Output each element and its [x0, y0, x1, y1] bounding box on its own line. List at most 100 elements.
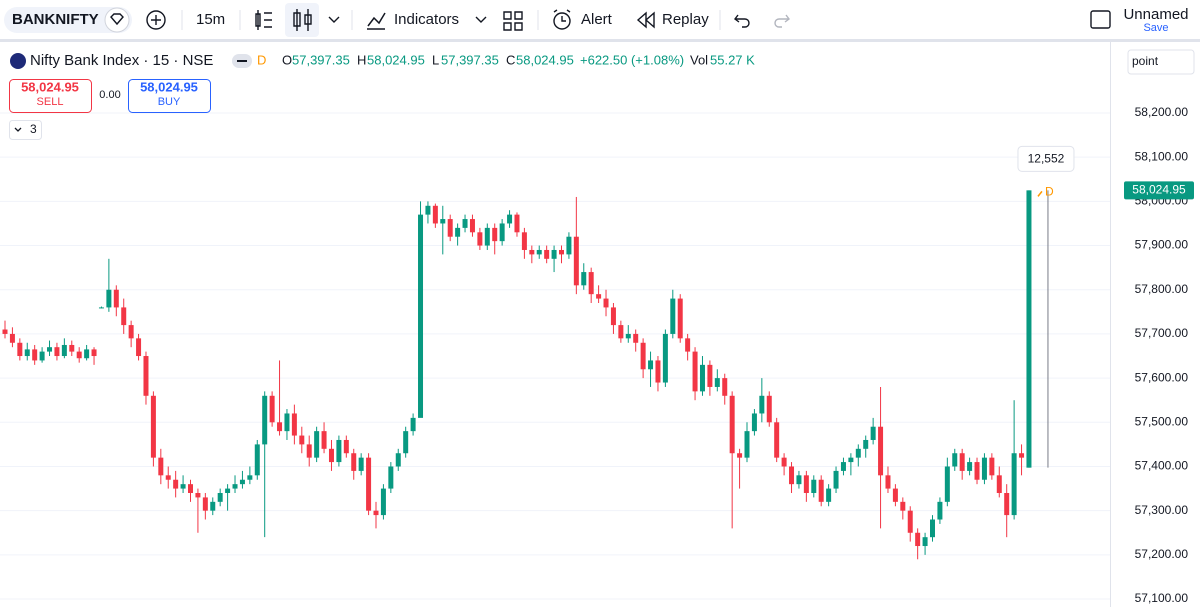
candle-body: [596, 294, 602, 299]
candle-body: [39, 351, 45, 361]
candle-body: [262, 395, 268, 445]
layout-name[interactable]: Unnamed: [1123, 6, 1188, 23]
candle-body: [484, 227, 490, 246]
candle-style-button[interactable]: [285, 3, 319, 37]
candle-body: [1019, 453, 1025, 458]
candle-body: [944, 466, 950, 502]
candle-body: [477, 232, 483, 246]
legend-flag: D: [257, 52, 266, 67]
bar-style-button[interactable]: [255, 10, 272, 30]
legend-c-label: C: [506, 52, 515, 67]
candle-body: [989, 457, 995, 476]
candle-body: [1026, 190, 1032, 468]
legend-toggle-icon: [237, 60, 247, 62]
scale-mode-box[interactable]: [1127, 49, 1195, 75]
candle-body: [559, 249, 564, 255]
candle-body: [217, 493, 223, 502]
candle-body: [573, 236, 579, 286]
candle-body: [796, 475, 802, 485]
candle-body: [863, 439, 869, 449]
candle-body: [418, 214, 424, 418]
indicator-count[interactable]: 3: [30, 122, 37, 136]
candle-body: [225, 488, 231, 493]
interval-button[interactable]: 15m: [196, 11, 225, 28]
candle-body: [670, 298, 676, 334]
symbol-pill[interactable]: [4, 7, 132, 33]
add-symbol-button[interactable]: [146, 10, 166, 30]
indicator-collapse[interactable]: [9, 120, 42, 140]
scale-mode[interactable]: point: [1132, 54, 1159, 68]
candle-body: [692, 351, 698, 392]
candle-body: [173, 479, 179, 489]
candle-body: [425, 205, 431, 215]
sell-label[interactable]: SELL: [37, 96, 64, 108]
price-tick-label: 58,100.00: [1135, 149, 1189, 163]
price-tick-label: 58,200.00: [1135, 105, 1189, 119]
candle-body: [180, 484, 186, 489]
candle-body: [551, 249, 557, 259]
last-price-label: 58,024.95: [1132, 183, 1186, 197]
candle-body: [840, 462, 846, 471]
candle-body: [351, 453, 357, 471]
symbol[interactable]: BANKNIFTY: [12, 11, 99, 28]
layout-icon[interactable]: [1090, 10, 1111, 29]
candle-body: [848, 457, 854, 463]
last-price-tag: [1124, 181, 1194, 200]
save-link[interactable]: Save: [1143, 22, 1168, 34]
event-marker: D: [1045, 185, 1054, 199]
indicators-button[interactable]: Indicators: [394, 11, 459, 28]
candle-body: [69, 344, 75, 352]
candle-body: [373, 510, 379, 516]
price-tick-label: 57,100.00: [1135, 591, 1189, 605]
indicators-dropdown[interactable]: [475, 16, 487, 23]
candle-body: [121, 307, 127, 326]
candle-body: [722, 378, 728, 396]
candle-body: [499, 223, 505, 242]
buy-button[interactable]: [128, 79, 211, 113]
candle-body: [91, 349, 97, 357]
candle-body: [959, 453, 965, 471]
candle-body: [232, 484, 238, 489]
candle-body: [24, 349, 30, 357]
candle-body: [640, 342, 646, 370]
candle-body: [106, 289, 112, 308]
candle-body: [981, 457, 987, 480]
candle-body: [878, 426, 884, 476]
sell-button[interactable]: [9, 79, 92, 113]
candle-body: [648, 360, 654, 370]
candle-body: [892, 488, 898, 502]
candle-body: [566, 236, 572, 255]
candle-body: [336, 439, 342, 463]
price-tick-label: 57,300.00: [1135, 503, 1189, 517]
candle-body: [32, 349, 38, 361]
candle-body: [588, 272, 594, 295]
collapse-icon: [14, 127, 22, 132]
candle-body: [618, 325, 624, 339]
volume-tooltip-box: [1017, 145, 1075, 172]
candle-body: [833, 470, 839, 489]
candle-body: [410, 417, 416, 432]
candle-body: [239, 479, 245, 485]
diamond-icon: [110, 13, 124, 26]
symbol-options[interactable]: [104, 7, 130, 33]
buy-label[interactable]: BUY: [158, 96, 181, 108]
sell-price[interactable]: 58,024.95: [21, 79, 79, 94]
plus-icon: [151, 15, 161, 25]
candle-body: [128, 325, 134, 339]
legend-o: 57,397.35: [292, 52, 350, 67]
replay-button[interactable]: Replay: [662, 11, 709, 28]
candle-body: [188, 484, 193, 493]
candle-body: [737, 453, 743, 458]
chart-type-dropdown[interactable]: [328, 16, 340, 23]
buy-price[interactable]: 58,024.95: [140, 79, 198, 94]
candle-body: [254, 444, 260, 476]
redo-button[interactable]: [774, 14, 790, 28]
candle-body: [937, 501, 943, 520]
legend-vol-label: Vol: [690, 52, 708, 67]
candle-body: [544, 249, 550, 259]
price-tick-label: 57,400.00: [1135, 459, 1189, 473]
undo-button[interactable]: [734, 14, 750, 28]
layouts-button[interactable]: [503, 11, 523, 31]
alert-button[interactable]: Alert: [581, 11, 613, 28]
candle-body: [855, 448, 861, 458]
